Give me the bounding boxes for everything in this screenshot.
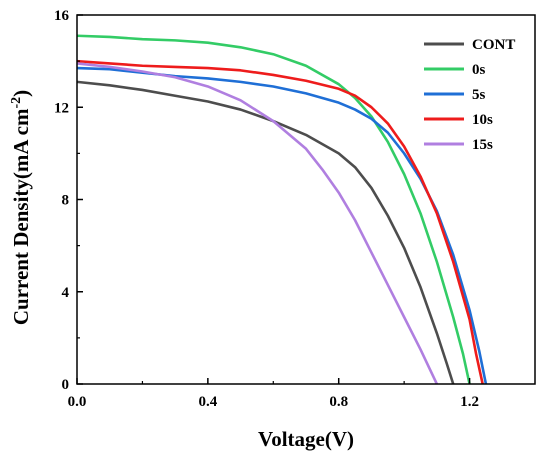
y-axis-title-superscript: -2	[9, 97, 24, 109]
legend-label-4: 15s	[472, 137, 493, 153]
series-layer	[77, 34, 488, 384]
legend-label-2: 5s	[472, 87, 486, 103]
legend-label-1: 0s	[472, 62, 486, 78]
series-line-0	[77, 80, 455, 384]
y-axis-title-main: Current Density(mA cm	[9, 108, 33, 325]
x-tick-label: 0.8	[329, 394, 348, 410]
legend-label-0: CONT	[472, 37, 515, 53]
legend: CONT 0s 5s 10s 15s	[424, 37, 515, 153]
x-axis-title: Voltage(V)	[258, 427, 354, 451]
series-line-3	[77, 59, 484, 384]
y-tick-label: 4	[62, 285, 70, 301]
y-tick-label: 12	[54, 100, 69, 116]
ticks-layer: 0.0 0.4 0.8 1.2 0 4 8 12 16	[54, 8, 479, 410]
series-line-4	[77, 62, 439, 384]
plot-frame	[76, 14, 536, 385]
y-tick-label: 16	[54, 8, 70, 24]
y-tick-label: 0	[62, 377, 70, 393]
y-tick-label: 8	[62, 193, 70, 209]
y-axis-title-close: )	[9, 90, 33, 97]
y-axis-title: Current Density(mA cm-2)	[9, 90, 33, 325]
legend-label-3: 10s	[472, 112, 493, 128]
x-tick-label: 0.0	[68, 394, 87, 410]
x-tick-label: 0.4	[198, 394, 217, 410]
x-tick-label: 1.2	[460, 394, 479, 410]
